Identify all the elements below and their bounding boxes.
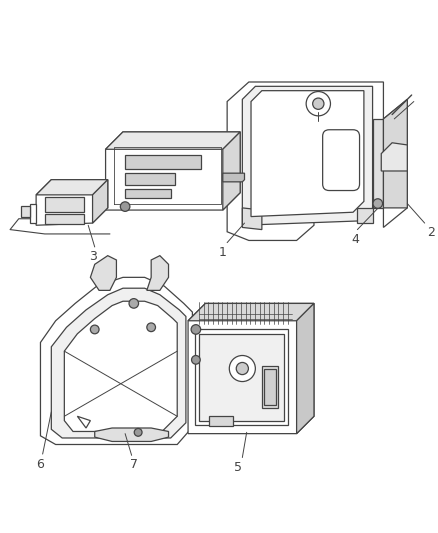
Polygon shape bbox=[383, 99, 407, 208]
Circle shape bbox=[147, 323, 155, 332]
Polygon shape bbox=[95, 428, 169, 441]
Circle shape bbox=[90, 325, 99, 334]
Text: 5: 5 bbox=[234, 461, 242, 473]
Bar bbox=[125, 189, 171, 198]
Circle shape bbox=[120, 202, 130, 212]
Bar bbox=[194, 329, 288, 425]
Circle shape bbox=[236, 362, 248, 375]
Polygon shape bbox=[106, 132, 240, 210]
Polygon shape bbox=[381, 143, 407, 171]
Polygon shape bbox=[188, 303, 314, 321]
Polygon shape bbox=[64, 301, 177, 432]
Circle shape bbox=[191, 325, 201, 334]
Polygon shape bbox=[40, 277, 192, 445]
Bar bbox=[45, 197, 84, 212]
Polygon shape bbox=[242, 208, 262, 230]
Bar bbox=[125, 173, 175, 185]
Polygon shape bbox=[223, 173, 244, 182]
Polygon shape bbox=[78, 416, 90, 428]
Polygon shape bbox=[21, 206, 30, 216]
Text: 7: 7 bbox=[130, 458, 138, 471]
Polygon shape bbox=[92, 180, 108, 223]
Circle shape bbox=[191, 356, 200, 364]
Polygon shape bbox=[251, 91, 364, 216]
Polygon shape bbox=[147, 256, 169, 290]
Bar bbox=[262, 366, 279, 408]
Text: 1: 1 bbox=[219, 246, 227, 259]
Polygon shape bbox=[51, 288, 186, 438]
Bar bbox=[45, 214, 84, 224]
Polygon shape bbox=[242, 86, 373, 225]
Circle shape bbox=[373, 199, 382, 208]
Bar bbox=[209, 416, 233, 426]
Polygon shape bbox=[227, 82, 407, 240]
Circle shape bbox=[313, 98, 324, 109]
Circle shape bbox=[134, 429, 142, 436]
Bar bbox=[264, 368, 276, 406]
Text: 2: 2 bbox=[427, 226, 435, 239]
Bar bbox=[125, 155, 201, 169]
Bar bbox=[199, 334, 283, 421]
Polygon shape bbox=[373, 119, 383, 208]
Circle shape bbox=[129, 298, 138, 308]
Text: 4: 4 bbox=[351, 232, 359, 246]
Text: 3: 3 bbox=[88, 250, 96, 263]
Polygon shape bbox=[297, 303, 314, 434]
Polygon shape bbox=[36, 180, 108, 225]
Polygon shape bbox=[30, 204, 36, 223]
Polygon shape bbox=[357, 208, 373, 223]
Polygon shape bbox=[106, 132, 240, 149]
Polygon shape bbox=[90, 256, 117, 290]
Circle shape bbox=[306, 92, 330, 116]
FancyBboxPatch shape bbox=[323, 130, 360, 190]
Polygon shape bbox=[188, 303, 314, 434]
Polygon shape bbox=[36, 180, 108, 195]
Circle shape bbox=[230, 356, 255, 382]
Text: 6: 6 bbox=[35, 457, 43, 471]
Polygon shape bbox=[223, 132, 240, 210]
